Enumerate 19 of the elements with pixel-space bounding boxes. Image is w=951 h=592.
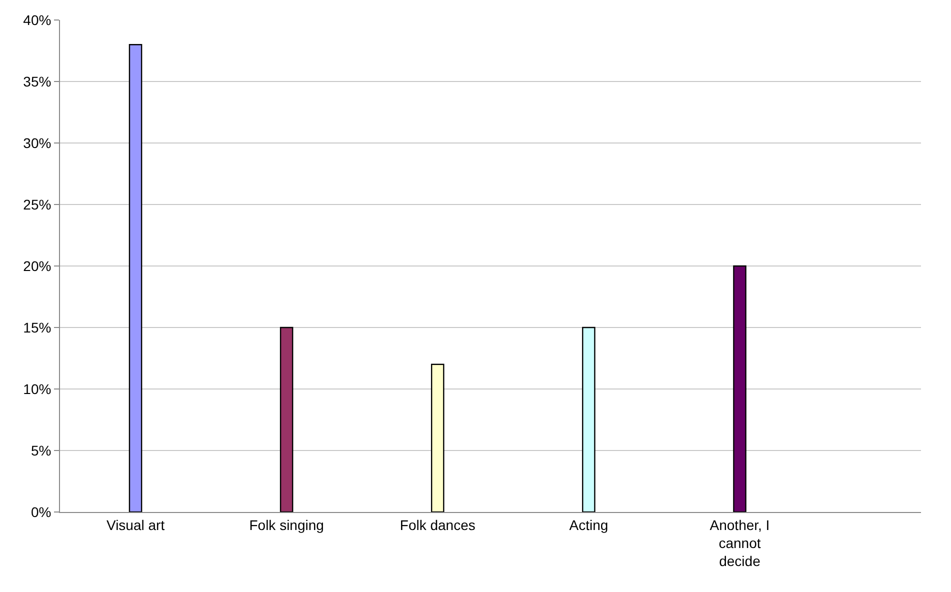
x-tick-label: Another, I cannot decide <box>710 516 770 570</box>
x-tick-label: Folk singing <box>249 516 324 533</box>
x-tick-label: Acting <box>569 516 608 533</box>
x-tick-label: Visual art <box>106 516 165 533</box>
bar <box>430 364 444 512</box>
y-tick-label: 25% <box>23 196 52 212</box>
y-tick-label: 20% <box>23 258 52 274</box>
bar <box>582 326 596 512</box>
bar <box>128 44 142 512</box>
y-tick-label: 5% <box>30 442 52 458</box>
y-tick-label: 10% <box>23 380 52 397</box>
y-tick-label: 15% <box>23 319 52 336</box>
bar <box>280 326 294 512</box>
x-tick-label: Folk dances <box>400 516 476 533</box>
y-tick-label: 30% <box>23 134 52 151</box>
y-tick-label: 40% <box>23 12 52 28</box>
y-tick-label: 35% <box>23 73 52 90</box>
y-tick-label: 0% <box>30 504 52 520</box>
bar <box>733 265 746 512</box>
